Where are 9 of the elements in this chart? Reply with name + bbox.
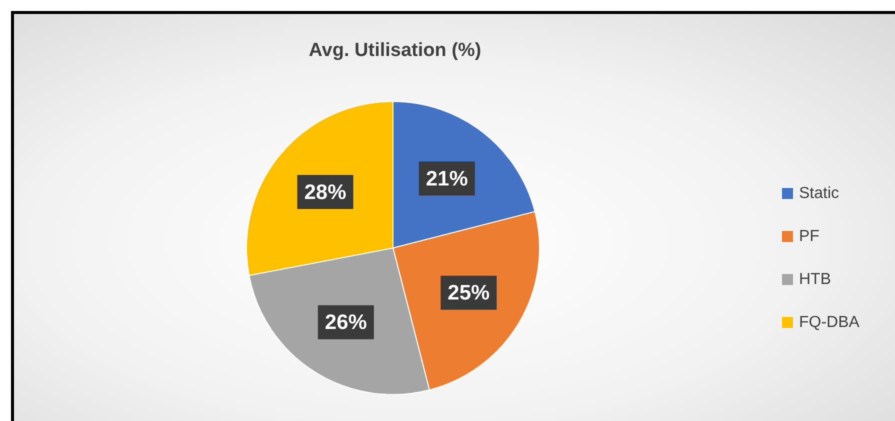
data-label: 21% [426,167,468,190]
data-label: 26% [324,311,368,334]
chart-title: Avg. Utilisation (%) [308,40,482,62]
legend-label: HTB [799,270,831,288]
legend-label: PF [799,228,820,246]
legend-label: FQ-DBA [799,314,860,332]
legend-label: Static [799,184,840,202]
data-label: 25% [448,282,490,305]
data-label: 28% [304,180,347,204]
